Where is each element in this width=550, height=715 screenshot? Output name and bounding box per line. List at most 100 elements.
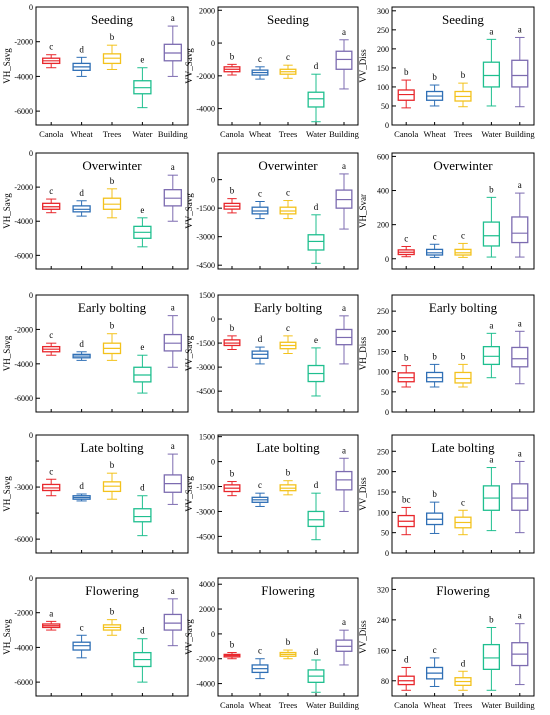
y-tick-label: 0 (29, 574, 33, 583)
significance-letter: c (49, 330, 53, 340)
x-tick-label: Trees (454, 700, 473, 710)
chart-title: Early bolting (429, 300, 498, 315)
chart-title: Seeding (442, 12, 484, 27)
y-tick-label: 200 (377, 45, 389, 54)
y-tick-label: -4000 (14, 360, 33, 369)
iqr-box (482, 345, 501, 366)
y-tick-label: 0 (211, 630, 215, 639)
chart-title: Overwinter (82, 158, 142, 173)
y-axis-label: VV_Savg (184, 476, 194, 512)
box-trees: b (102, 321, 122, 412)
box-wheat: d (72, 481, 91, 553)
iqr-box (511, 216, 529, 244)
significance-letter: a (489, 455, 493, 465)
significance-letter: d (461, 658, 466, 668)
significance-letter: d (140, 626, 145, 636)
iqr-box (482, 61, 501, 88)
chart-title: Flowering (436, 583, 490, 598)
box-canola: b (223, 186, 241, 269)
significance-letter: a (342, 303, 346, 313)
y-tick-label: 0 (211, 39, 215, 48)
y-tick-label: 200 (377, 468, 389, 477)
y-tick-label: 2000 (199, 605, 215, 614)
box-building: a (335, 161, 353, 269)
significance-letter: a (342, 445, 346, 455)
box-building: a Building (329, 617, 360, 710)
box-wheat: d (72, 339, 91, 412)
box-building: a (163, 303, 182, 412)
y-tick-label: 0 (385, 408, 389, 417)
box-trees: c Trees (279, 52, 298, 139)
significance-letter: e (140, 342, 144, 352)
y-tick-label: -6000 (14, 107, 33, 116)
box-building: a (163, 586, 182, 696)
iqr-box (482, 643, 501, 671)
significance-letter: c (49, 42, 53, 52)
box-canola: b (397, 353, 415, 412)
significance-letter: c (286, 323, 290, 333)
box-trees: b Trees (103, 32, 122, 139)
y-tick-label: -2000 (14, 183, 33, 192)
box-canola: c (42, 330, 61, 412)
x-tick-label: Building (158, 129, 189, 139)
y-axis-label: VV_Diss (358, 477, 368, 511)
box-water: e (133, 205, 152, 269)
box-water: d (133, 483, 152, 553)
significance-letter: d (314, 202, 319, 212)
y-tick-label: 300 (377, 7, 389, 16)
significance-letter: c (461, 230, 465, 240)
y-tick-label: -4000 (14, 217, 33, 226)
box-trees: c (279, 323, 297, 412)
y-tick-label: 2000 (199, 6, 215, 15)
x-tick-label: Wheat (249, 129, 272, 139)
significance-letter: b (404, 67, 409, 77)
box-building: a (163, 162, 182, 269)
box-water: a Water (481, 26, 501, 139)
iqr-box (511, 483, 529, 511)
chart-title: Late bolting (80, 440, 144, 455)
box-water: e (133, 342, 152, 412)
iqr-box (335, 50, 353, 70)
y-axis-label: VH_Savg (2, 335, 12, 371)
iqr-box (307, 91, 325, 108)
x-tick-label: Water (132, 129, 152, 139)
chart-title: Flowering (85, 583, 139, 598)
y-tick-label: 0 (385, 255, 389, 264)
y-tick-label: 80 (381, 677, 389, 686)
box-trees: c (454, 497, 472, 553)
iqr-box (133, 508, 152, 523)
y-tick-label: -4000 (14, 72, 33, 81)
y-tick-label: -2000 (196, 72, 215, 81)
box-canola: c (42, 466, 61, 553)
x-tick-label: Canola (394, 129, 418, 139)
box-trees: b (102, 460, 122, 553)
y-tick-label: -3000 (14, 483, 33, 492)
y-tick-label: -6000 (14, 394, 33, 403)
iqr-box (335, 470, 353, 491)
box-water: b (482, 184, 501, 269)
box-building: a Building (505, 24, 536, 139)
y-tick-label: -1500 (196, 204, 215, 213)
chart-panel-11: Late bolting 1500 0 -1500 -3000 -4500 VV_Savg b… (184, 433, 359, 554)
significance-letter: b (432, 489, 437, 499)
y-axis-label: VV_Savg (184, 619, 194, 655)
y-tick-label: -3000 (196, 507, 215, 516)
y-tick-label: 0 (211, 458, 215, 467)
significance-letter: b (461, 351, 466, 361)
significance-letter: a (171, 441, 175, 451)
box-wheat: d (72, 188, 91, 269)
box-trees: c (279, 188, 297, 269)
chart-panel-13: Flowering 0 -2000 -4000 -6000 VH_Savg a c b d a (2, 574, 189, 697)
y-tick-label: 240 (377, 616, 389, 625)
box-canola: d Canola (394, 654, 418, 710)
y-tick-label: -4500 (196, 532, 215, 541)
y-tick-label: -4000 (196, 680, 215, 689)
significance-letter: b (489, 184, 494, 194)
box-wheat: c Wheat (249, 646, 272, 710)
y-tick-label: 250 (377, 307, 389, 316)
chart-title: Overwinter (258, 158, 318, 173)
y-tick-label: -1500 (196, 483, 215, 492)
iqr-box (454, 371, 472, 384)
